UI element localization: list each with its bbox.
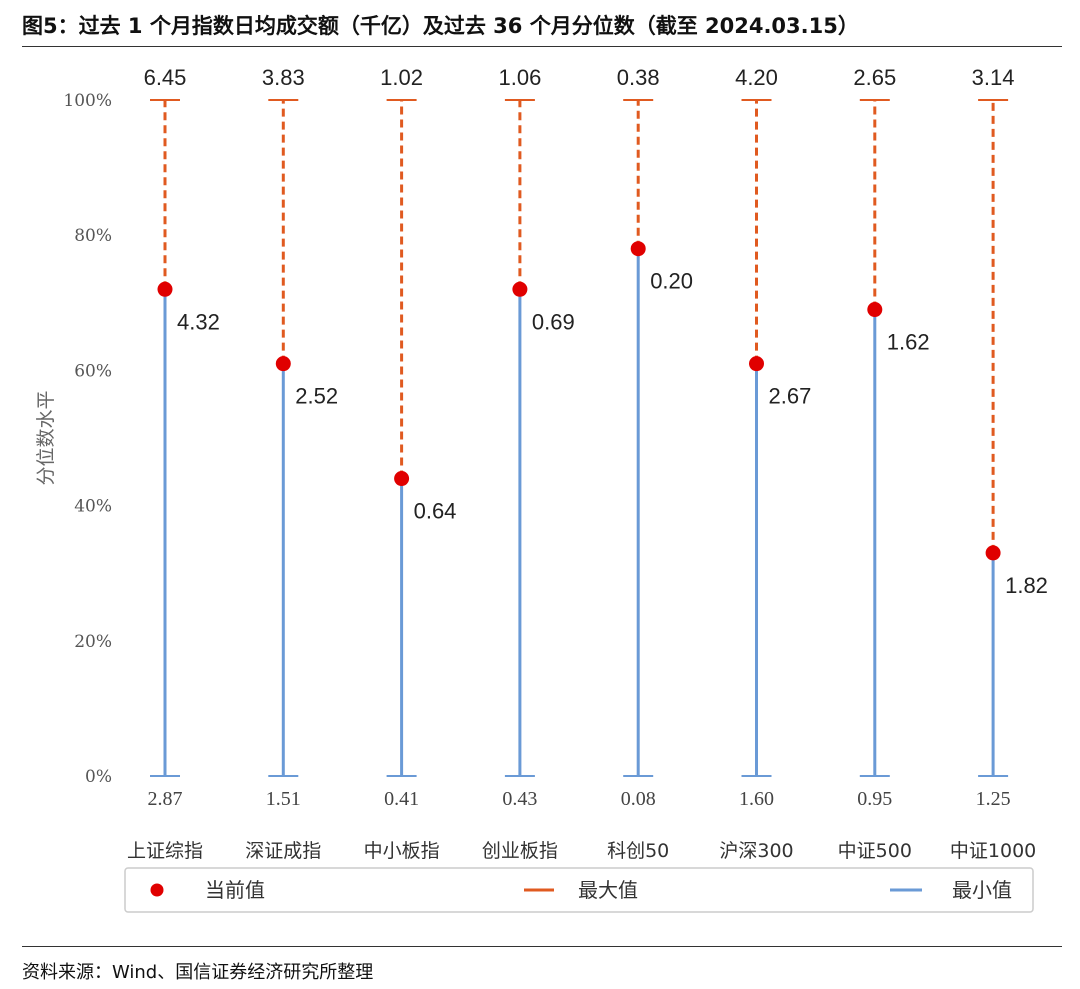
current-value-label: 2.67 xyxy=(769,384,812,409)
current-point xyxy=(985,545,1001,561)
max-value-label: 3.14 xyxy=(972,65,1015,90)
current-value-label: 0.20 xyxy=(650,269,693,294)
current-point xyxy=(867,302,883,318)
y-tick-label: 100% xyxy=(63,91,112,111)
current-point xyxy=(512,281,528,297)
category-label: 沪深300 xyxy=(719,840,793,862)
y-tick-label: 60% xyxy=(74,361,112,381)
max-value-label: 1.06 xyxy=(498,65,541,90)
current-point xyxy=(157,281,173,297)
current-value-label: 1.82 xyxy=(1005,573,1048,598)
min-value-label: 2.87 xyxy=(148,788,183,810)
current-value-label: 0.64 xyxy=(414,499,457,524)
current-value-label: 0.69 xyxy=(532,309,575,334)
current-point xyxy=(275,356,291,372)
category-label: 深证成指 xyxy=(245,840,321,862)
legend-current-marker xyxy=(150,883,164,897)
max-value-label: 4.20 xyxy=(735,65,778,90)
min-value-label: 0.43 xyxy=(502,788,537,810)
max-value-label: 0.38 xyxy=(617,65,660,90)
legend-current-label: 当前值 xyxy=(205,878,265,902)
current-value-label: 2.52 xyxy=(295,384,338,409)
legend-min-label: 最小值 xyxy=(952,878,1012,902)
max-value-label: 3.83 xyxy=(262,65,305,90)
y-axis-label: 分位数水平 xyxy=(35,390,57,485)
source-rule xyxy=(22,946,1062,947)
legend-max-label: 最大值 xyxy=(578,878,638,902)
current-value-label: 1.62 xyxy=(887,330,930,355)
category-label: 中证500 xyxy=(838,840,912,862)
max-value-label: 6.45 xyxy=(144,65,187,90)
percentile-chart: 0% 20% 40% 60% 80% 100% 分位数水平 6.45 4.32 2.87 上证综指 3… xyxy=(35,65,1048,913)
current-point xyxy=(394,471,410,487)
min-value-label: 1.25 xyxy=(976,788,1011,810)
category-label: 中证1000 xyxy=(950,840,1036,862)
category-label: 创业板指 xyxy=(482,840,558,862)
y-tick-label: 20% xyxy=(74,632,112,652)
current-value-label: 4.32 xyxy=(177,309,220,334)
min-value-label: 0.95 xyxy=(857,788,892,810)
figure-title: 图5：过去 1 个月指数日均成交额（千亿）及过去 36 个月分位数（截至 202… xyxy=(22,14,859,38)
max-value-label: 1.02 xyxy=(380,65,423,90)
y-tick-label: 80% xyxy=(74,226,112,246)
current-point xyxy=(630,241,646,257)
max-value-label: 2.65 xyxy=(853,65,896,90)
category-label: 中小板指 xyxy=(364,840,440,862)
current-point xyxy=(749,356,764,372)
min-value-label: 0.08 xyxy=(621,788,656,810)
min-value-label: 1.51 xyxy=(266,788,301,810)
legend-box xyxy=(124,867,1034,913)
y-tick-label: 0% xyxy=(85,767,112,787)
figure-source: 资料来源：Wind、国信证券经济研究所整理 xyxy=(22,962,374,983)
y-tick-label: 40% xyxy=(74,497,112,517)
min-value-label: 0.41 xyxy=(384,788,419,810)
category-label: 科创50 xyxy=(607,840,669,862)
category-label: 上证综指 xyxy=(127,840,203,862)
min-value-label: 1.60 xyxy=(739,788,774,810)
title-rule xyxy=(22,46,1062,47)
